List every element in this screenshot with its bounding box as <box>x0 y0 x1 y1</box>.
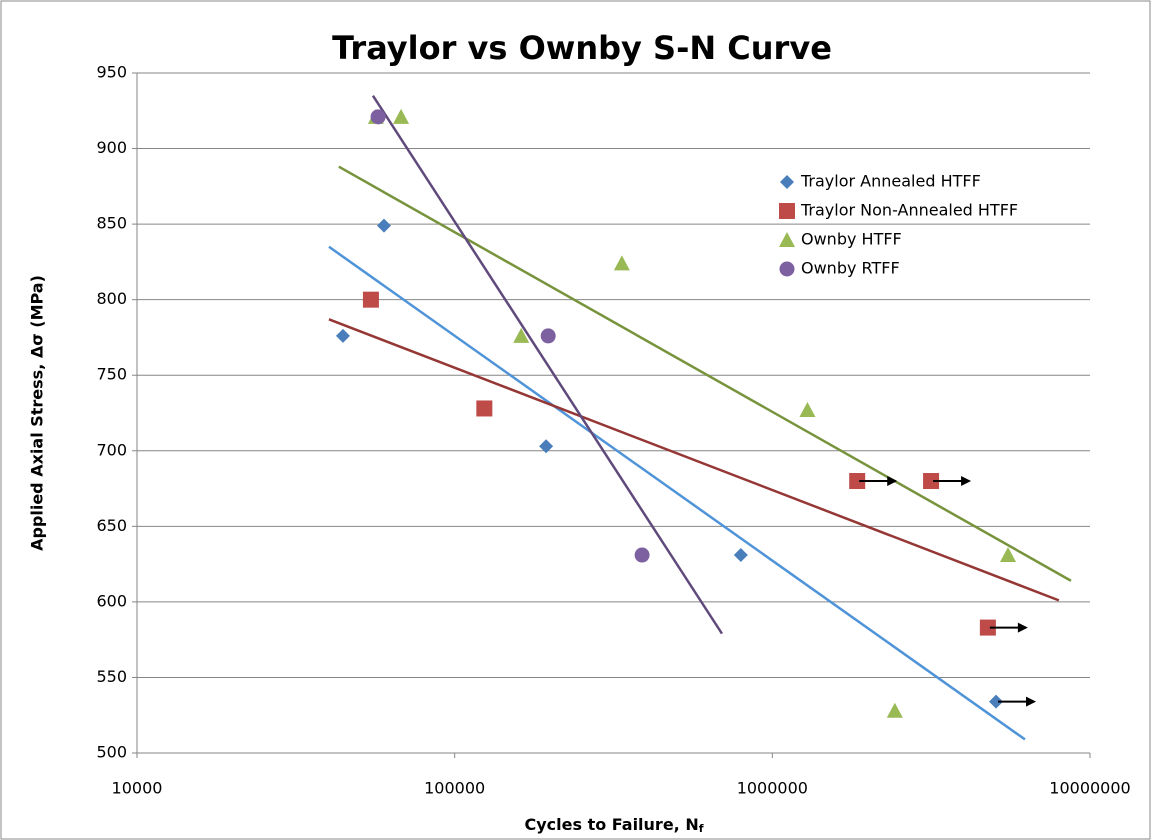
data-point <box>376 218 391 233</box>
x-axis-title-main: Cycles to Failure, N <box>524 815 698 834</box>
runout-arrowhead <box>1026 696 1037 707</box>
y-tick-label: 900 <box>96 138 127 157</box>
runout-arrowhead <box>1017 622 1028 633</box>
data-point <box>613 255 630 271</box>
data-point <box>476 400 493 417</box>
x-tick-label: 1000000 <box>737 779 808 798</box>
x-axis-title-subscript: f <box>699 822 704 835</box>
x-tick-label: 10000000 <box>1049 779 1130 798</box>
data-point <box>979 619 996 636</box>
data-point <box>799 401 816 417</box>
x-tick-label: 10000 <box>112 779 163 798</box>
data-point <box>886 702 903 718</box>
data-point <box>335 328 350 343</box>
data-point <box>634 547 650 563</box>
x-tick-label: 100000 <box>424 779 485 798</box>
legend-label: Traylor Non-Annealed HTFF <box>800 201 1018 220</box>
y-tick-label: 650 <box>96 516 127 535</box>
legend-marker <box>779 203 795 219</box>
legend-label: Ownby HTFF <box>801 230 902 249</box>
y-tick-label: 600 <box>96 591 127 610</box>
runout-arrowhead <box>961 476 972 486</box>
legend-label: Traylor Annealed HTFF <box>800 172 981 191</box>
data-point <box>989 694 1004 709</box>
y-tick-label: 550 <box>96 667 127 686</box>
trend-line <box>338 165 1072 582</box>
x-axis-title: Cycles to Failure, Nf <box>524 815 703 836</box>
legend-marker <box>780 175 794 189</box>
trend-line <box>328 245 1026 741</box>
data-point <box>733 548 748 563</box>
y-axis-title: Applied Axial Stress, Δσ (MPa) <box>28 275 47 551</box>
chart-title: Traylor vs Ownby S-N Curve <box>332 29 832 67</box>
trend-line <box>371 94 723 635</box>
data-point <box>370 109 386 125</box>
data-point <box>513 327 530 343</box>
data-point <box>539 439 554 454</box>
data-point <box>923 473 940 489</box>
data-point <box>540 328 556 344</box>
legend-marker <box>779 232 795 247</box>
legend-marker <box>779 261 795 277</box>
data-point <box>849 473 866 489</box>
data-point <box>362 291 379 308</box>
y-tick-label: 500 <box>96 743 127 762</box>
legend-label: Ownby RTFF <box>801 259 900 278</box>
data-point <box>393 108 410 124</box>
y-tick-label: 700 <box>96 440 127 459</box>
y-tick-label: 750 <box>96 365 127 384</box>
data-point <box>1000 547 1017 563</box>
y-tick-label: 800 <box>96 289 127 308</box>
runout-arrowhead <box>887 476 898 486</box>
y-tick-label: 850 <box>96 214 127 233</box>
y-tick-label: 950 <box>96 63 127 82</box>
trend-line <box>328 318 1060 602</box>
